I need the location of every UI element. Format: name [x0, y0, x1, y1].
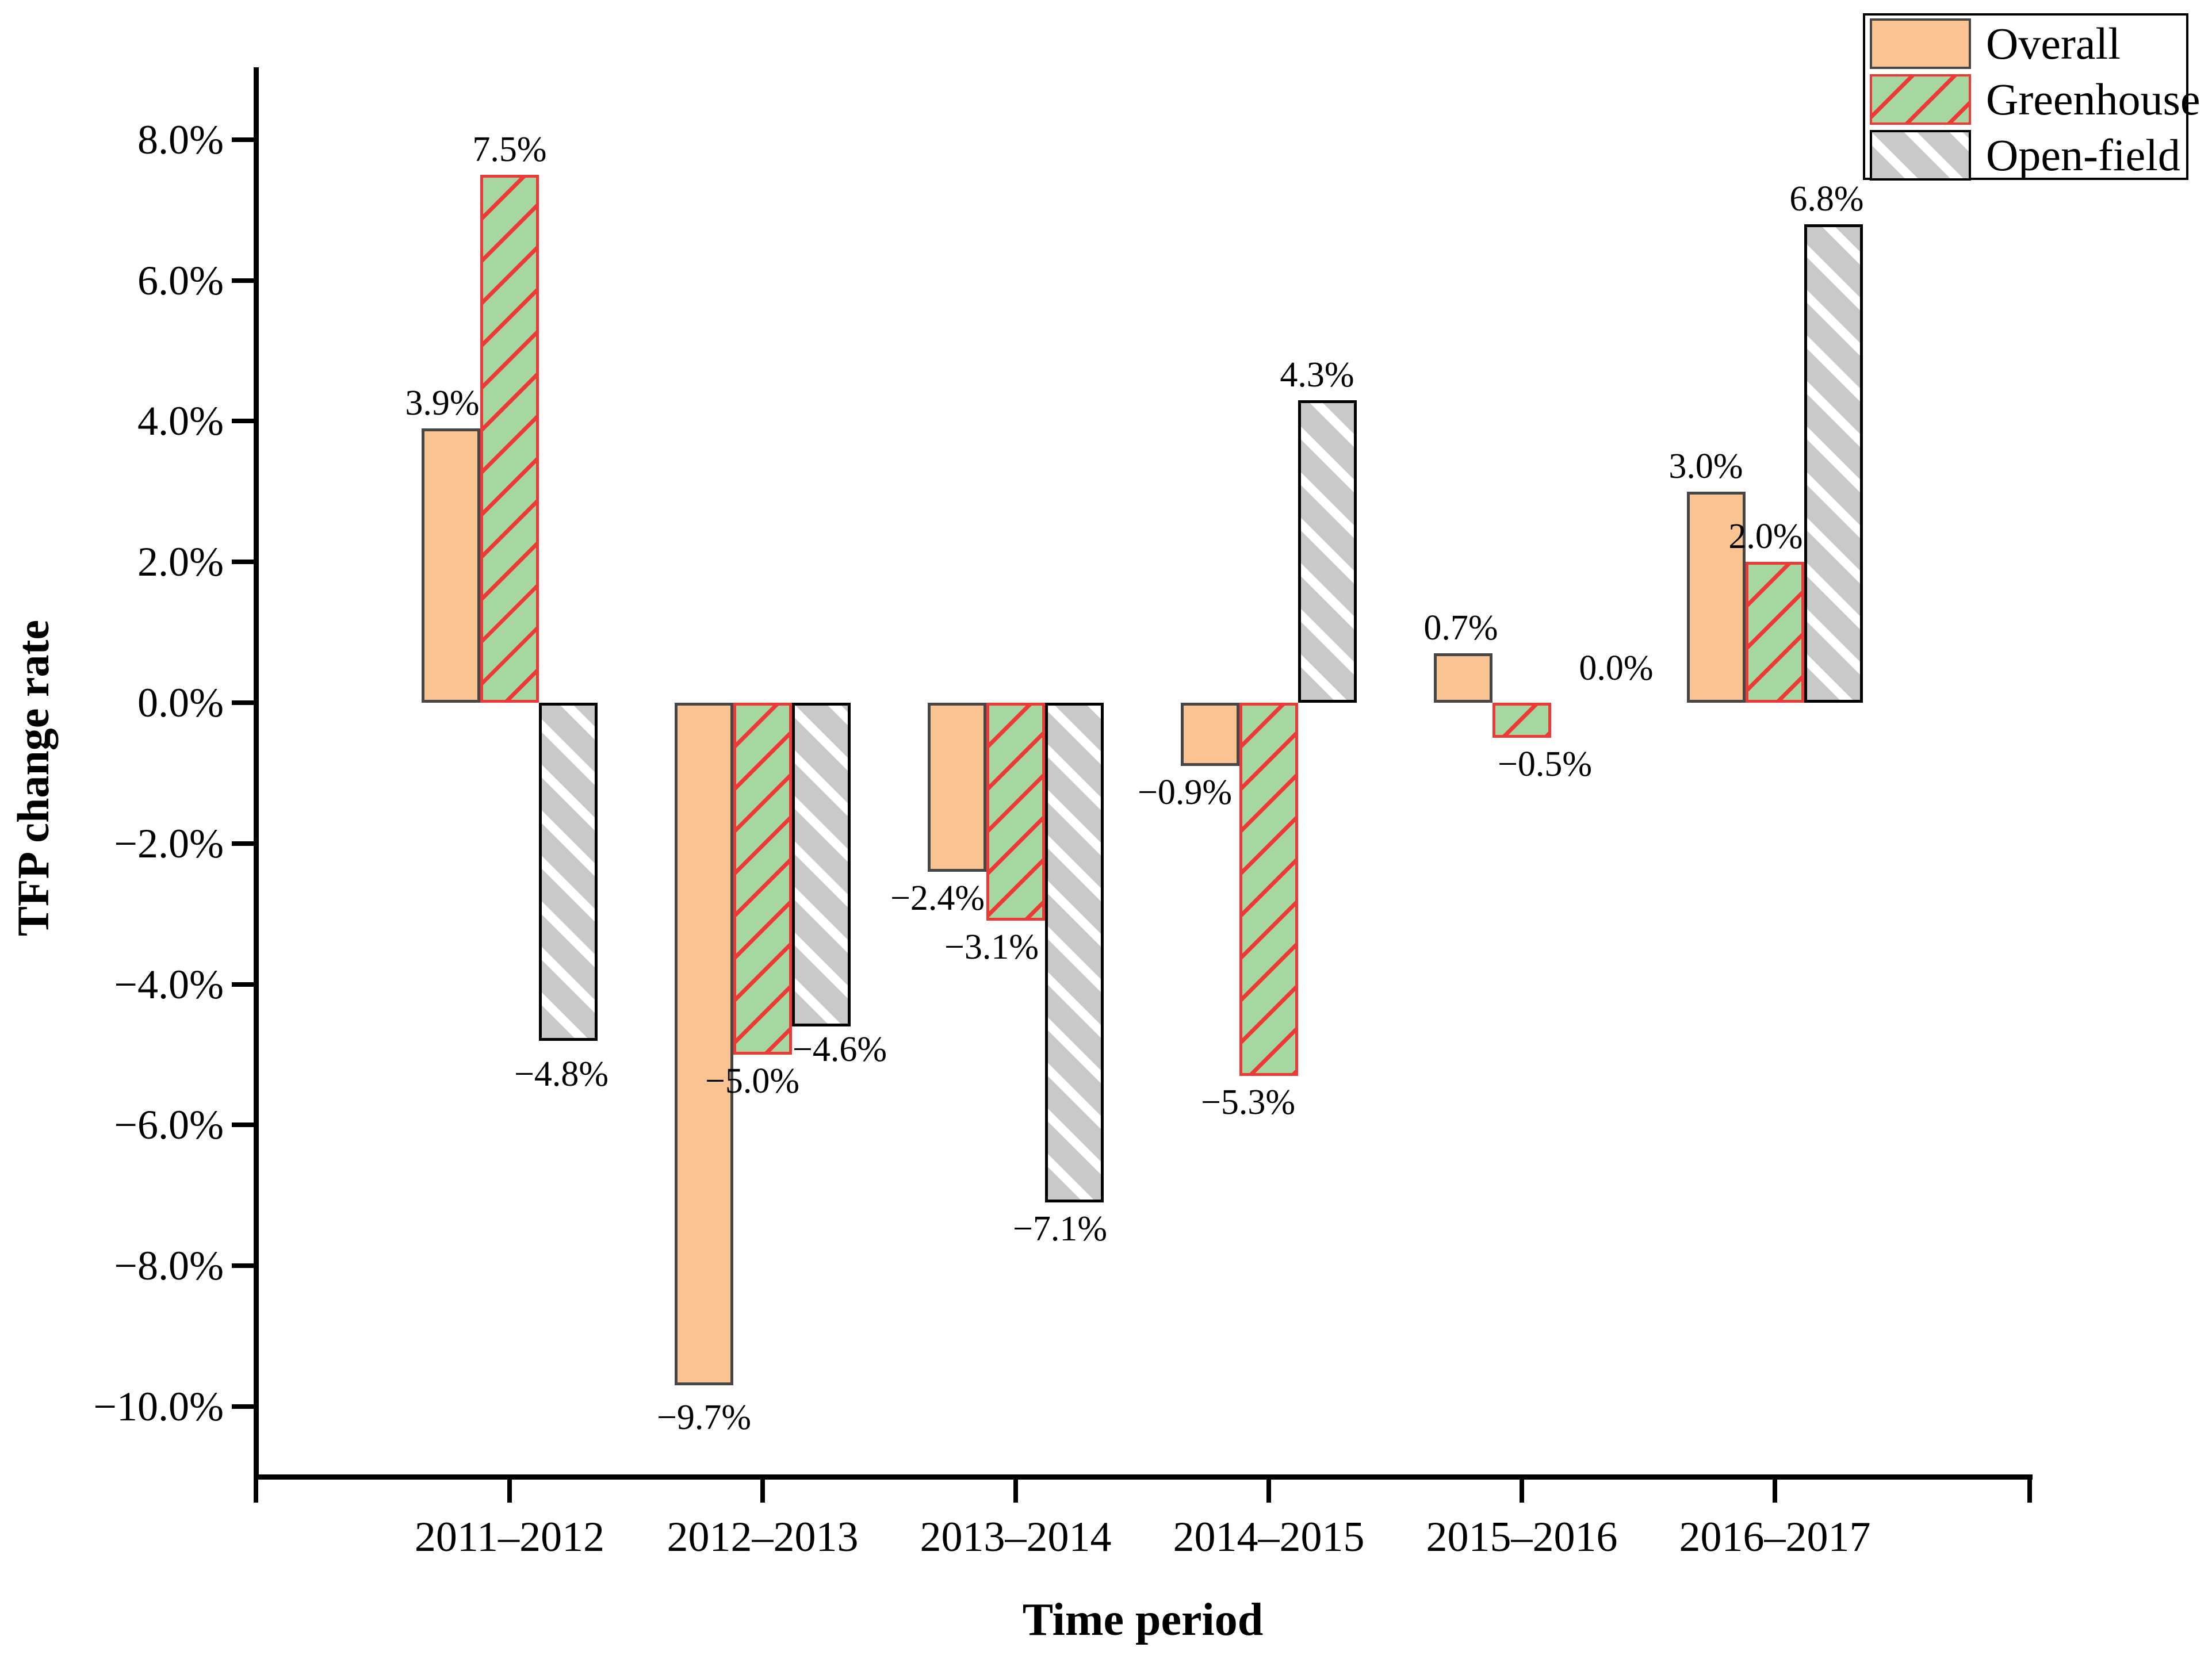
bar-overall-2016–2017	[1687, 491, 1746, 703]
value-label-openfield-2011–2012: −4.8%	[514, 1054, 609, 1094]
y-tick-label: −2.0%	[114, 820, 224, 867]
bar-overall-2014–2015	[1181, 703, 1239, 767]
bar-openfield-2011–2012	[539, 703, 598, 1041]
value-label-overall-2012–2013: −9.7%	[656, 1398, 752, 1438]
legend-swatch-greenhouse-icon	[1870, 74, 1971, 125]
x-axis-tick	[1773, 1480, 1777, 1503]
legend-row-greenhouse: Greenhouse	[1870, 74, 2200, 125]
y-axis-tick	[232, 841, 254, 846]
x-tick-label: 2014–2015	[1173, 1514, 1365, 1561]
bar-overall-2012–2013	[675, 703, 733, 1386]
bar-overall-2013–2014	[928, 703, 986, 872]
value-label-greenhouse-2012–2013: −5.0%	[705, 1062, 800, 1101]
y-tick-label: −10.0%	[93, 1384, 224, 1430]
x-axis-tick	[507, 1480, 512, 1503]
value-label-overall-2015–2016: 0.7%	[1423, 608, 1498, 648]
value-label-openfield-2016–2017: 6.8%	[1789, 179, 1864, 219]
value-label-greenhouse-2015–2016: −0.5%	[1497, 745, 1593, 784]
value-label-greenhouse-2013–2014: −3.1%	[944, 928, 1039, 967]
value-label-openfield-2015–2016: 0.0%	[1579, 649, 1654, 688]
x-axis-tick	[1266, 1480, 1271, 1503]
y-axis-tick	[232, 1123, 254, 1128]
bar-openfield-2012–2013	[792, 703, 851, 1027]
bar-greenhouse-2013–2014	[986, 703, 1045, 921]
x-tick-label: 2012–2013	[667, 1514, 859, 1561]
bar-greenhouse-2011–2012	[480, 175, 539, 703]
y-tick-label: 6.0%	[137, 257, 224, 304]
y-axis-tick	[232, 1263, 254, 1269]
y-tick-label: −4.0%	[114, 961, 224, 1007]
y-tick-label: 8.0%	[137, 116, 224, 163]
value-label-overall-2014–2015: −0.9%	[1137, 773, 1233, 813]
legend-row-openfield: Open-field	[1870, 130, 2185, 181]
legend-label-overall: Overall	[1986, 18, 2121, 68]
x-axis-tick	[2027, 1480, 2032, 1503]
bar-openfield-2016–2017	[1804, 224, 1863, 703]
value-label-openfield-2012–2013: −4.6%	[792, 1030, 887, 1070]
y-axis-tick	[232, 560, 254, 565]
y-axis-tick	[232, 278, 254, 283]
legend-label-openfield: Open-field	[1986, 130, 2180, 180]
y-axis-tick	[232, 137, 254, 142]
x-axis-tick	[1520, 1480, 1524, 1503]
bar-openfield-2014–2015	[1298, 400, 1357, 703]
y-tick-label: 0.0%	[137, 680, 224, 726]
value-label-openfield-2014–2015: 4.3%	[1280, 355, 1354, 394]
bar-greenhouse-2015–2016	[1492, 703, 1551, 738]
y-tick-label: 4.0%	[137, 398, 224, 445]
legend-label-greenhouse: Greenhouse	[1986, 74, 2200, 124]
value-label-greenhouse-2016–2017: 2.0%	[1728, 517, 1803, 557]
x-axis-tick	[254, 1480, 258, 1503]
bar-greenhouse-2016–2017	[1746, 562, 1804, 703]
value-label-overall-2013–2014: −2.4%	[890, 878, 985, 918]
legend-swatch-overall-icon	[1870, 18, 1971, 69]
value-label-overall-2016–2017: 3.0%	[1668, 446, 1743, 486]
x-axis-tick	[760, 1480, 765, 1503]
x-tick-label: 2015–2016	[1426, 1514, 1618, 1561]
y-axis-title: TFP change rate	[8, 619, 58, 937]
bar-openfield-2013–2014	[1045, 703, 1104, 1203]
y-tick-label: 2.0%	[137, 539, 224, 585]
bar-greenhouse-2014–2015	[1239, 703, 1298, 1076]
x-tick-label: 2011–2012	[414, 1514, 605, 1561]
bar-overall-2015–2016	[1434, 653, 1492, 703]
y-axis-tick	[232, 419, 254, 424]
legend-row-overall: Overall	[1870, 18, 2185, 69]
x-tick-label: 2013–2014	[920, 1514, 1112, 1561]
y-tick-label: −8.0%	[114, 1243, 224, 1289]
value-label-openfield-2013–2014: −7.1%	[1012, 1209, 1108, 1249]
legend: Overall Greenhouse Open-field	[1863, 13, 2200, 181]
bar-greenhouse-2012–2013	[733, 703, 792, 1055]
y-axis-tick	[232, 982, 254, 987]
x-axis-title: Time period	[1022, 1595, 1264, 1645]
y-axis-tick	[232, 700, 254, 705]
y-axis-spine	[254, 67, 259, 1480]
y-tick-label: −6.0%	[114, 1102, 224, 1148]
y-axis-tick	[232, 1404, 254, 1409]
legend-swatch-openfield-icon	[1870, 130, 1971, 181]
x-tick-label: 2016–2017	[1679, 1514, 1871, 1561]
value-label-overall-2011–2012: 3.9%	[405, 383, 480, 423]
x-axis-tick	[1013, 1480, 1018, 1503]
value-label-greenhouse-2014–2015: −5.3%	[1200, 1082, 1296, 1122]
value-label-greenhouse-2011–2012: 7.5%	[472, 130, 547, 169]
bar-overall-2011–2012	[422, 428, 480, 703]
x-axis-spine	[254, 1474, 2033, 1480]
